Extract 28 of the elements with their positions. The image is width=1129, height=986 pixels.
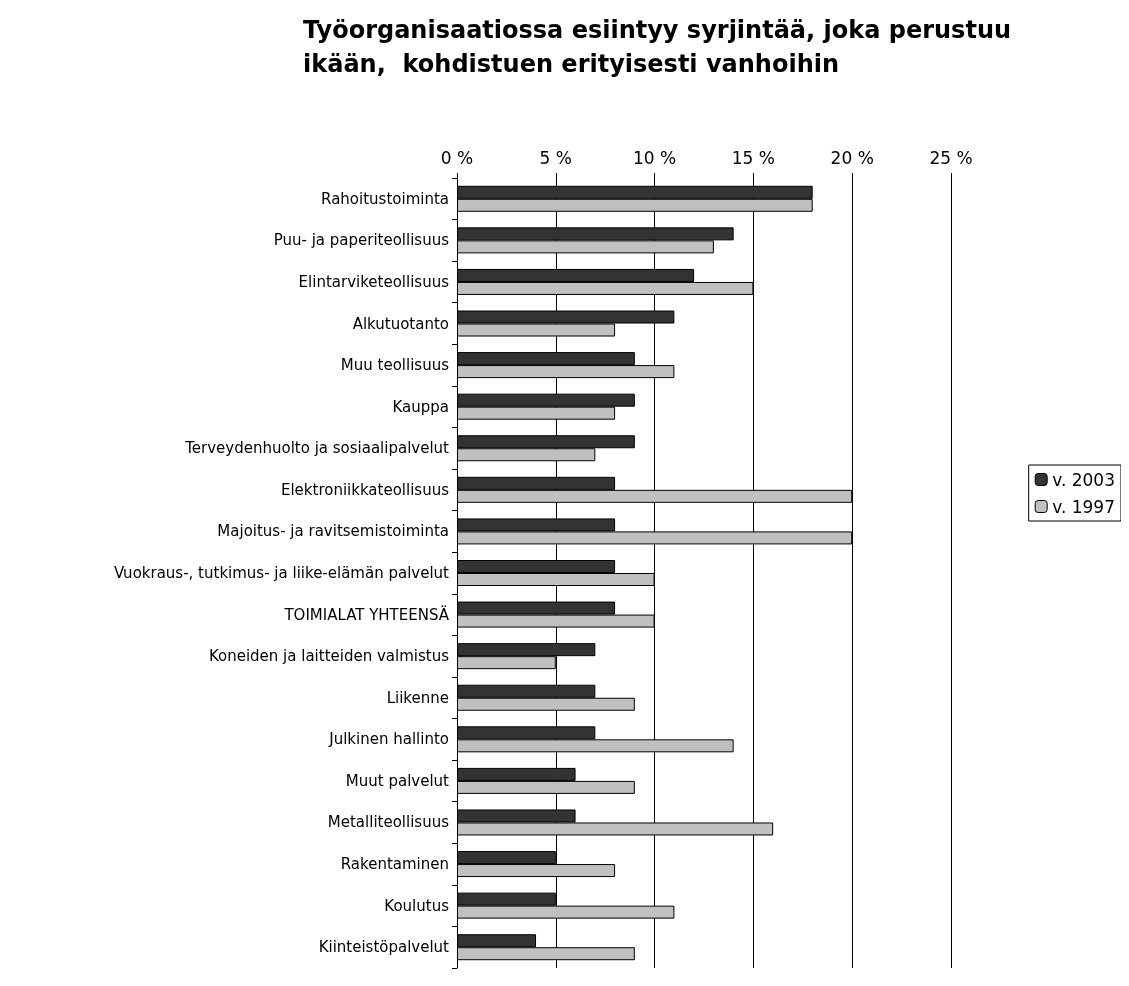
y-tick-label: Vuokraus-, tutkimus- ja liike-elämän palvelut <box>113 564 450 582</box>
x-tick-label: 25 % <box>929 147 973 168</box>
x-tick-label: 0 % <box>440 147 474 168</box>
y-tick-label: TOIMIALAT YHTEENSÄ <box>283 604 450 624</box>
y-tick-label: Metalliteollisuus <box>327 813 450 832</box>
y-tick-label: Puu- ja paperiteollisuus <box>273 231 450 250</box>
x-tick-label: 10 % <box>633 147 677 168</box>
legend-label: v. 1997 <box>1052 496 1115 517</box>
x-tick-label: 20 % <box>830 147 874 168</box>
y-tick-label: Muut palvelut <box>345 771 450 790</box>
y-tick-label: Elintarviketeollisuus <box>298 272 450 291</box>
y-tick-label: Kauppa <box>392 397 449 416</box>
y-tick-label: Rahoitustoiminta <box>321 189 449 208</box>
chart-title: Työorganisaatiossa esiintyy syrjintää, joka perustuu ikään, kohdistuen erityisesti vanhoihin <box>303 16 1012 78</box>
y-tick-label: Koneiden ja laitteiden valmistus <box>208 647 450 666</box>
y-tick-label: Rakentaminen <box>340 855 449 874</box>
y-tick-label: Alkutuotanto <box>352 314 449 333</box>
y-tick-label: Kiinteistöpalvelut <box>318 938 450 957</box>
x-tick-label: 5 % <box>539 147 572 168</box>
legend-label: v. 2003 <box>1052 469 1115 490</box>
x-tick-label: 15 % <box>731 147 775 168</box>
y-tick-label: Koulutus <box>384 896 450 915</box>
y-tick-label: Muu teollisuus <box>340 356 450 375</box>
y-tick-label: Elektroniikkateollisuus <box>280 480 450 499</box>
y-tick-label: Liikenne <box>386 688 449 707</box>
y-tick-label: Majoitus- ja ravitsemistoiminta <box>217 522 449 541</box>
y-tick-label: Terveydenhuolto ja sosiaalipalvelut <box>184 439 450 458</box>
y-tick-label: Julkinen hallinto <box>328 730 449 749</box>
